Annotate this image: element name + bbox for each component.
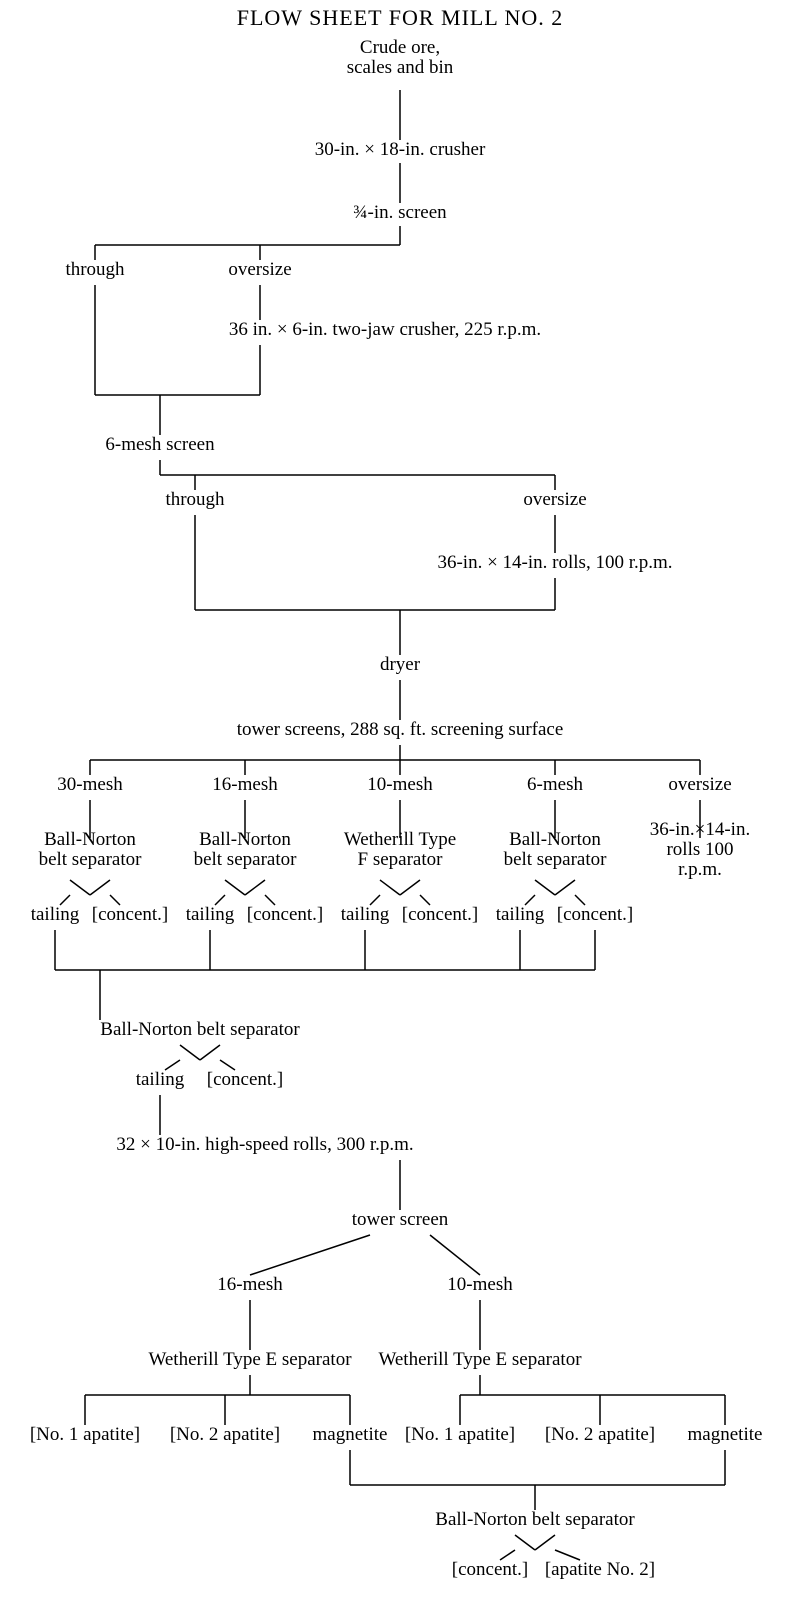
flow-node: tower screens, 288 sq. ft. screening sur…	[237, 719, 564, 740]
flow-node: Crude ore,	[360, 37, 440, 58]
flow-node: [concent.]	[207, 1069, 283, 1090]
flow-node: 36 in. × 6-in. two-jaw crusher, 225 r.p.…	[229, 319, 541, 340]
flow-node: [concent.]	[402, 904, 478, 925]
flow-edge	[90, 880, 110, 895]
flow-node: r.p.m.	[678, 859, 722, 880]
flow-edge	[250, 1235, 370, 1275]
flow-edge	[380, 880, 400, 895]
flow-node: Ball-Norton	[44, 829, 136, 850]
flow-edge	[430, 1235, 480, 1275]
flow-edge	[400, 880, 420, 895]
flow-node: Wetherill Type E separator	[148, 1349, 352, 1370]
diagram-title: FLOW SHEET FOR MILL NO. 2	[237, 5, 564, 30]
flow-node: [No. 1 apatite]	[405, 1424, 515, 1445]
flow-edge	[225, 880, 245, 895]
flow-edge	[555, 880, 575, 895]
flow-node: magnetite	[688, 1424, 763, 1445]
flow-node: F separator	[358, 849, 444, 870]
flow-node: tailing	[31, 904, 80, 925]
flow-node: [No. 1 apatite]	[30, 1424, 140, 1445]
flow-node: through	[65, 259, 125, 280]
flow-node: [apatite No. 2]	[545, 1559, 655, 1580]
flow-node: 6-mesh screen	[105, 434, 215, 455]
flow-node: belt separator	[194, 849, 298, 870]
flow-node: tailing	[136, 1069, 185, 1090]
flow-node: 6-mesh	[527, 774, 583, 795]
flow-edge	[245, 880, 265, 895]
flow-node: magnetite	[313, 1424, 388, 1445]
flow-node: 16-mesh	[212, 774, 278, 795]
flow-node: [concent.]	[92, 904, 168, 925]
flow-node: 32 × 10-in. high-speed rolls, 300 r.p.m.	[116, 1134, 413, 1155]
flow-edge	[70, 880, 90, 895]
flow-node: ¾-in. screen	[353, 202, 447, 223]
flow-node: tailing	[341, 904, 390, 925]
flow-node: scales and bin	[347, 57, 454, 78]
flow-node: through	[165, 489, 225, 510]
flow-node: tailing	[186, 904, 235, 925]
flow-node: belt separator	[39, 849, 143, 870]
flow-node: Ball-Norton belt separator	[100, 1019, 300, 1040]
flow-edge	[535, 1535, 555, 1550]
flow-node: [concent.]	[557, 904, 633, 925]
flow-node: oversize	[228, 259, 291, 280]
flow-node: [No. 2 apatite]	[545, 1424, 655, 1445]
flow-node: [concent.]	[452, 1559, 528, 1580]
flow-node: rolls 100	[666, 839, 733, 860]
flow-node: belt separator	[504, 849, 608, 870]
flow-node: Ball-Norton belt separator	[435, 1509, 635, 1530]
flow-edge	[200, 1045, 220, 1060]
flow-edge	[535, 880, 555, 895]
flow-node: 30-in. × 18-in. crusher	[315, 139, 486, 160]
flow-node: 30-mesh	[57, 774, 123, 795]
flow-node: 10-mesh	[367, 774, 433, 795]
flow-node: tower screen	[352, 1209, 449, 1230]
flow-node: tailing	[496, 904, 545, 925]
flow-node: 36-in.×14-in.	[650, 819, 750, 840]
flowchart-canvas: FLOW SHEET FOR MILL NO. 2 Crude ore,scale…	[0, 0, 800, 1620]
flow-node: oversize	[523, 489, 586, 510]
flow-node: 36-in. × 14-in. rolls, 100 r.p.m.	[437, 552, 672, 573]
flow-edge	[180, 1045, 200, 1060]
flow-node: Ball-Norton	[199, 829, 291, 850]
flow-node: 10-mesh	[447, 1274, 513, 1295]
flow-node: oversize	[668, 774, 731, 795]
flow-node: [No. 2 apatite]	[170, 1424, 280, 1445]
flow-node: 16-mesh	[217, 1274, 283, 1295]
flow-node: Wetherill Type E separator	[378, 1349, 582, 1370]
flow-node: [concent.]	[247, 904, 323, 925]
flow-node: Ball-Norton	[509, 829, 601, 850]
flow-edge	[515, 1535, 535, 1550]
flow-node: dryer	[380, 654, 421, 675]
flow-node: Wetherill Type	[344, 829, 456, 850]
